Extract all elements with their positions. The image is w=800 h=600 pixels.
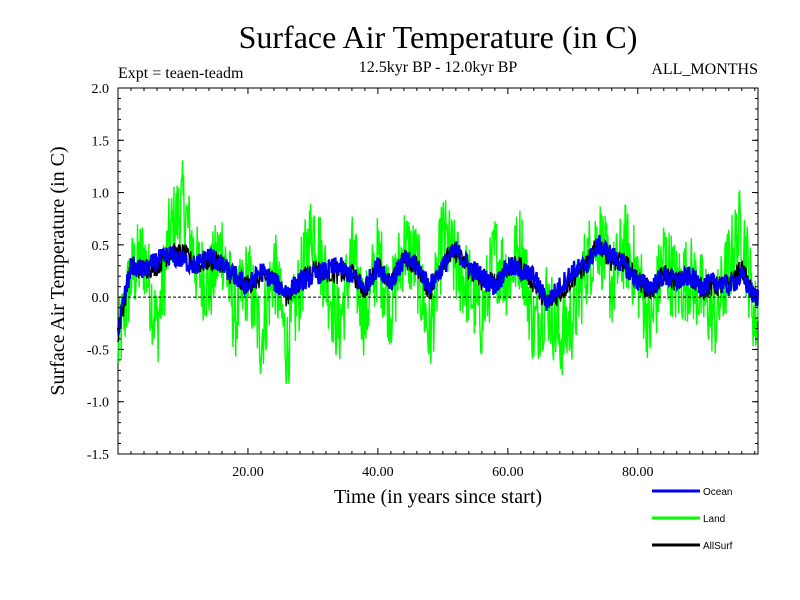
y-tick-label: -1.5 [87, 448, 109, 463]
y-tick-label: 1.0 [92, 187, 110, 202]
chart-title: Surface Air Temperature (in C) [239, 19, 638, 55]
legend-label-ocean: Ocean [703, 487, 732, 498]
y-tick-label: 2.0 [92, 82, 110, 97]
period-label: 12.5kyr BP - 12.0kyr BP [359, 59, 518, 76]
legend-label-land: Land [703, 514, 725, 525]
y-tick-label: 0.0 [92, 291, 110, 306]
legend: Ocean Land AllSurf [652, 487, 733, 552]
x-axis-label: Time (in years since start) [334, 486, 542, 508]
x-tick-label: 20.00 [232, 465, 264, 480]
y-tick-label: -1.0 [87, 396, 109, 411]
series-layer [116, 160, 760, 384]
axis-layer: -1.5 -1.0 -0.5 0.0 0.5 1.0 1.5 2.0 20.00 40.00 60.… [87, 82, 758, 480]
plot-frame [117, 87, 759, 455]
y-axis-label: Surface Air Temperature (in C) [47, 146, 69, 395]
y-tick-label: 0.5 [92, 239, 110, 254]
x-tick-label: 80.00 [622, 465, 654, 480]
legend-label-allsurf: AllSurf [703, 541, 733, 552]
experiment-label: Expt = teaen-teadm [118, 65, 244, 82]
months-label: ALL_MONTHS [651, 61, 758, 78]
series-line-ocean [116, 234, 760, 335]
x-tick-label: 40.00 [362, 465, 394, 480]
y-tick-label: -0.5 [87, 343, 109, 358]
x-tick-label: 60.00 [492, 465, 524, 480]
y-tick-label: 1.5 [92, 134, 110, 149]
